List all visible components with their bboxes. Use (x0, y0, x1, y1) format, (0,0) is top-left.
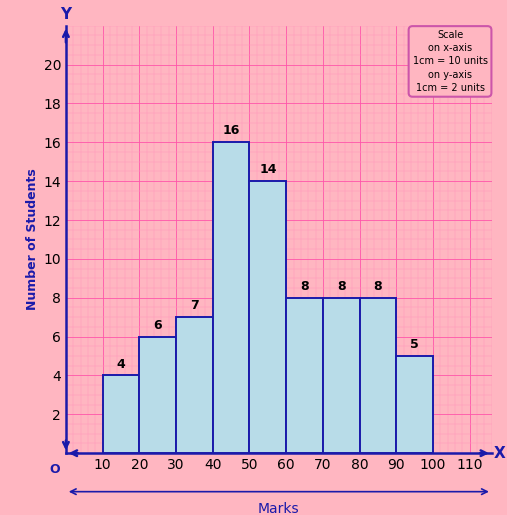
Bar (249, 181, 286, 453)
Text: Y: Y (60, 7, 71, 22)
Text: X: X (494, 445, 505, 461)
Text: 8: 8 (374, 280, 382, 293)
Text: 4: 4 (117, 357, 125, 371)
Bar (213, 142, 249, 453)
Text: 14: 14 (259, 163, 277, 176)
Text: 8: 8 (337, 280, 346, 293)
Bar (323, 298, 359, 453)
Text: 7: 7 (190, 299, 199, 312)
Text: 6: 6 (154, 319, 162, 332)
Text: O: O (50, 463, 60, 476)
Text: 16: 16 (223, 125, 240, 138)
Text: 5: 5 (410, 338, 419, 351)
Bar (139, 337, 176, 453)
Text: Scale
on x-axis
1cm = 10 units
on y-axis
1cm = 2 units: Scale on x-axis 1cm = 10 units on y-axis… (413, 30, 488, 93)
Bar (176, 317, 213, 453)
Text: 8: 8 (300, 280, 309, 293)
Bar (396, 356, 433, 453)
Y-axis label: Number of Students: Number of Students (26, 168, 39, 311)
Bar (359, 298, 396, 453)
Text: Marks: Marks (258, 502, 300, 515)
Bar (102, 375, 139, 453)
Bar (286, 298, 323, 453)
